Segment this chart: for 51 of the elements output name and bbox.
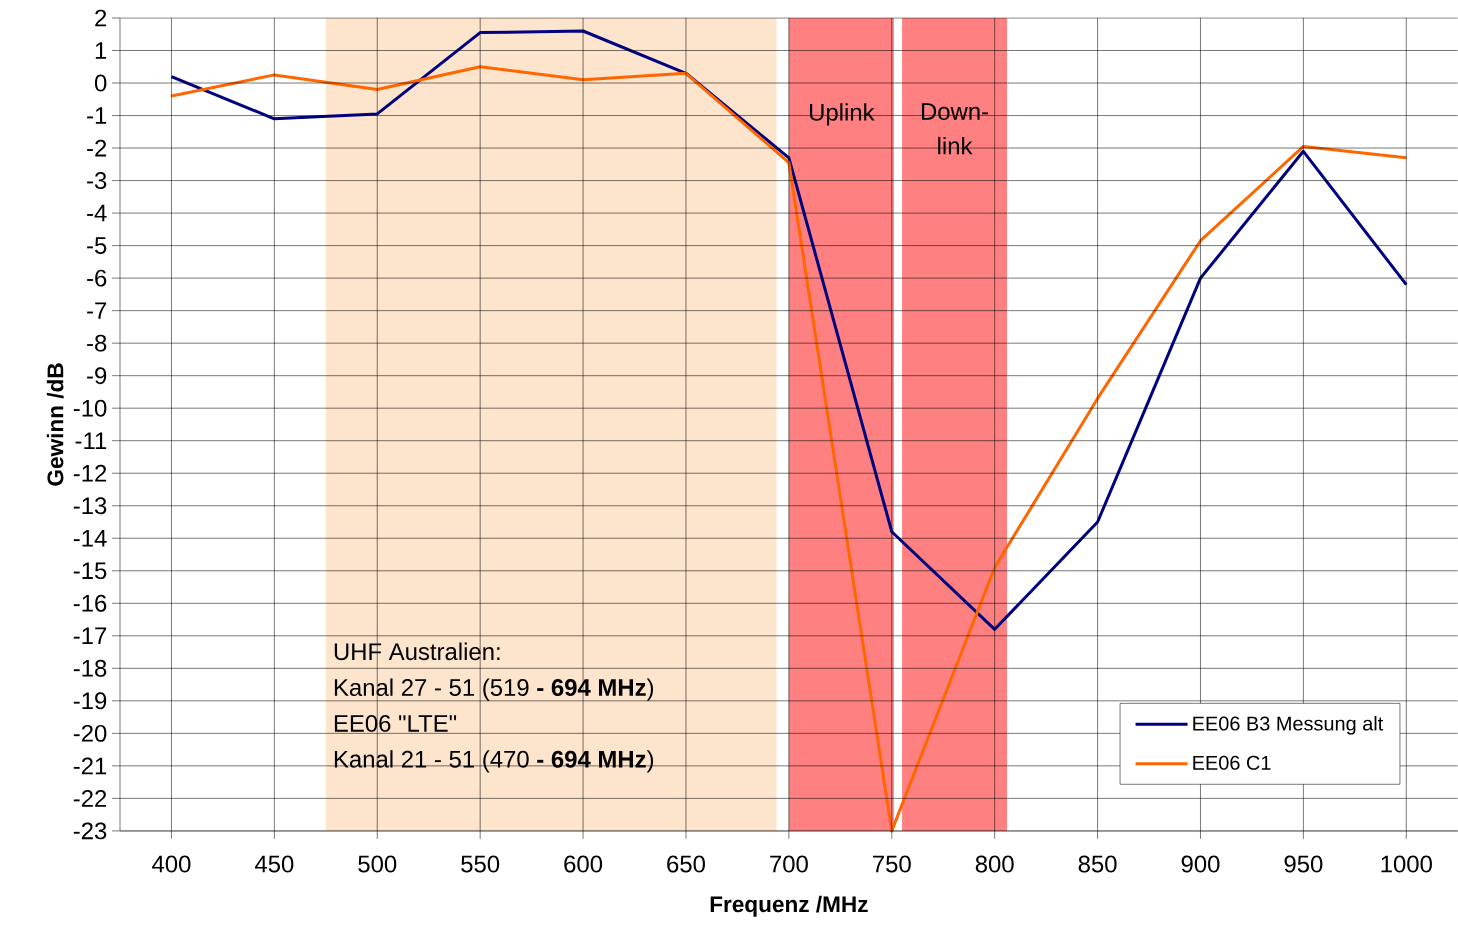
x-tick-label: 950: [1284, 855, 1323, 873]
annotation: UHF Australien:: [334, 642, 500, 661]
y-tick-label: -5: [87, 237, 107, 254]
y-tick-label: -17: [73, 627, 107, 645]
y-tick-label: 1: [95, 42, 107, 59]
legend-label: EE06 B3 Messung alt: [1193, 716, 1384, 735]
y-tick-label: -3: [87, 172, 107, 190]
y-tick-label: -12: [73, 464, 107, 482]
y-tick-label: -6: [87, 269, 107, 287]
y-tick-label: 0: [94, 74, 107, 92]
y-tick-label: -4: [87, 204, 107, 222]
x-tick-label: 550: [461, 855, 500, 873]
y-tick-label: -13: [73, 497, 107, 515]
y-tick-label: -7: [87, 302, 107, 319]
y-tick-label: -21: [73, 757, 107, 775]
x-tick-label: 800: [975, 855, 1014, 873]
y-tick-label: -1: [87, 107, 107, 124]
band-label: Down-link: [921, 103, 988, 155]
y-tick-label: -8: [87, 334, 107, 352]
x-tick-label: 500: [358, 855, 397, 873]
y-axis-title: Gewinn /dB: [46, 363, 64, 486]
y-tick-label: -2: [87, 139, 107, 157]
annotation: Kanal 27 - 51 (519 - 694 MHz): [334, 678, 654, 701]
x-tick-label: 900: [1181, 855, 1220, 873]
x-tick-label: 450: [254, 855, 294, 873]
x-tick-label: 850: [1078, 855, 1117, 873]
x-tick-label: 400: [152, 855, 191, 873]
annotation: Kanal 21 - 51 (470 - 694 MHz): [334, 750, 654, 773]
y-tick-label: -18: [73, 659, 107, 677]
band-label: Uplink: [809, 103, 875, 126]
x-tick-label: 600: [564, 855, 603, 873]
line-series: [169, 29, 1408, 631]
x-tick-label: 650: [667, 855, 705, 873]
x-tick-label: 750: [873, 855, 911, 873]
x-tick-label: 700: [770, 855, 808, 873]
y-tick-label: -19: [73, 692, 107, 710]
x-axis-title: Frequenz /MHz: [710, 895, 868, 917]
line-series: [169, 65, 1408, 833]
x-tick-label: 1000: [1381, 855, 1432, 873]
y-tick-label: -10: [73, 399, 107, 417]
y-tick-label: -15: [73, 562, 107, 580]
y-tick-label: 2: [95, 9, 107, 27]
y-tick-label: -14: [73, 530, 107, 547]
y-tick-label: -20: [73, 724, 107, 742]
y-tick-label: -9: [87, 367, 107, 385]
y-tick-label: -11: [75, 432, 107, 449]
y-tick-label: -23: [73, 822, 107, 840]
legend-label: EE06 C1: [1193, 755, 1271, 770]
y-tick-label: -22: [73, 790, 107, 807]
annotation: EE06 "LTE": [334, 714, 457, 732]
y-tick-label: -16: [73, 594, 107, 612]
